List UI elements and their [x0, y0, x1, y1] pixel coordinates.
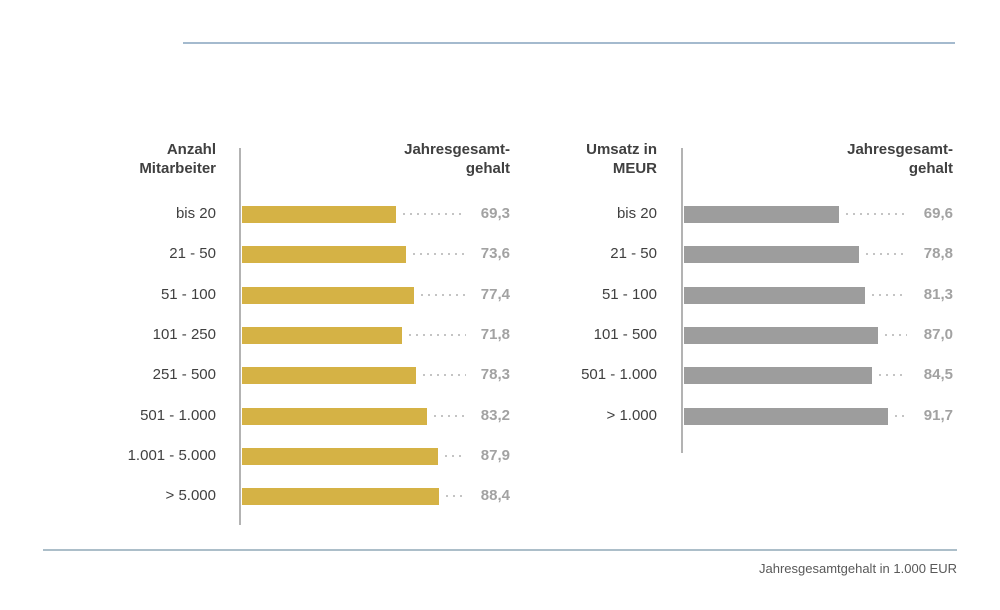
value-label: 87,9 [480, 447, 510, 464]
footer-note: Jahresgesamtgehalt in 1.000 EUR [758, 561, 957, 576]
category-label: 21 - 50 [610, 245, 657, 262]
value-label: 69,3 [480, 205, 510, 222]
leader-line [872, 294, 907, 296]
bar [242, 206, 396, 223]
bar [684, 206, 839, 223]
leader-line [885, 334, 907, 336]
category-label: bis 20 [175, 205, 216, 222]
value-label: 81,3 [923, 286, 953, 303]
bottom-rule [43, 549, 957, 551]
category-label: 21 - 50 [169, 245, 216, 262]
category-label: > 5.000 [165, 487, 216, 504]
category-label: 51 - 100 [601, 286, 657, 303]
leader-line [879, 374, 907, 376]
bar [684, 287, 865, 304]
bar [242, 408, 427, 425]
category-label: 101 - 250 [152, 326, 216, 343]
value-label: 77,4 [480, 286, 510, 303]
value-label: 73,6 [480, 245, 510, 262]
leader-line [413, 253, 466, 255]
chart-value-header: Jahresgesamt- gehalt [847, 141, 953, 177]
leader-line [866, 253, 907, 255]
category-label: 1.001 - 5.000 [127, 447, 216, 464]
top-rule [183, 42, 955, 44]
category-label: bis 20 [616, 205, 657, 222]
category-label: 501 - 1.000 [581, 366, 657, 383]
category-label: 101 - 500 [593, 326, 657, 343]
bar [684, 327, 878, 344]
bar [242, 367, 416, 384]
bar [242, 327, 402, 344]
bar [684, 367, 872, 384]
leader-line [421, 294, 466, 296]
category-label: 501 - 1.000 [140, 407, 216, 424]
category-label: 51 - 100 [160, 286, 216, 303]
bar [242, 287, 414, 304]
category-label: 251 - 500 [152, 366, 216, 383]
value-label: 88,4 [480, 487, 510, 504]
leader-line [445, 455, 466, 457]
bar [242, 488, 439, 505]
leader-line [446, 495, 466, 497]
chart-value-header: Jahresgesamt- gehalt [404, 141, 510, 177]
value-label: 84,5 [923, 366, 953, 383]
value-label: 71,8 [480, 326, 510, 343]
leader-line [895, 415, 907, 417]
leader-line [403, 213, 466, 215]
bar [684, 408, 888, 425]
leader-line [409, 334, 466, 336]
value-label: 83,2 [480, 407, 510, 424]
value-label: 78,3 [480, 366, 510, 383]
bar [242, 246, 406, 263]
bar [242, 448, 438, 465]
axis-line [239, 148, 241, 525]
leader-line [846, 213, 907, 215]
value-label: 69,6 [923, 205, 953, 222]
chart-category-header: Umsatz in MEUR [586, 141, 657, 177]
leader-line [423, 374, 466, 376]
value-label: 91,7 [923, 407, 953, 424]
category-label: > 1.000 [606, 407, 657, 424]
axis-line [681, 148, 683, 453]
bar [684, 246, 859, 263]
value-label: 78,8 [923, 245, 953, 262]
leader-line [434, 415, 466, 417]
chart-category-header: Anzahl Mitarbeiter [139, 141, 216, 177]
value-label: 87,0 [923, 326, 953, 343]
